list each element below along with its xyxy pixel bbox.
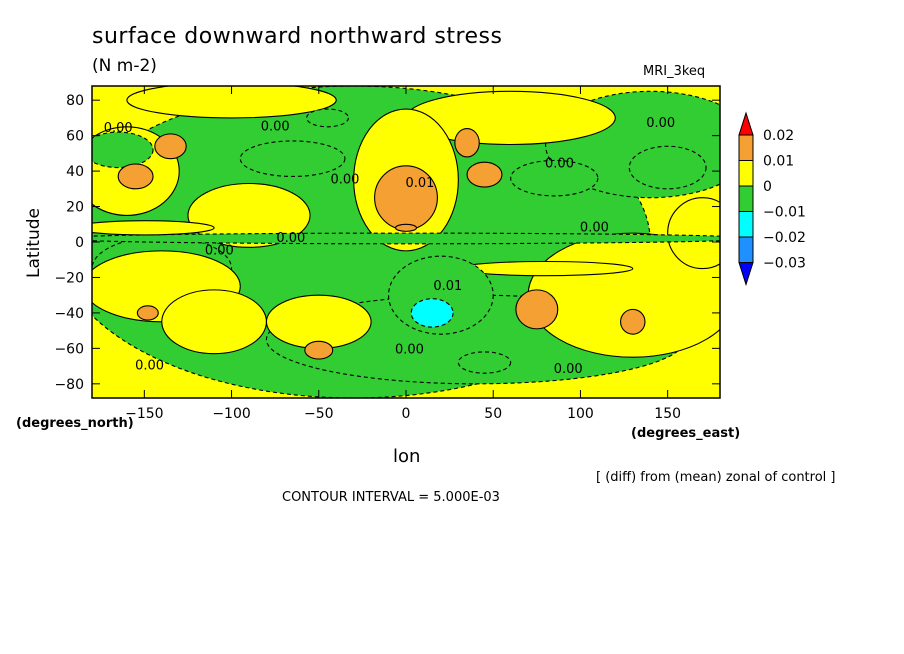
x-axis-label: lon: [393, 446, 421, 467]
model-label: MRI_3keq: [643, 64, 706, 79]
contour-label: 0.00: [330, 173, 359, 188]
colorbar-swatch: [738, 160, 754, 187]
colorbar-swatch: [738, 211, 754, 238]
contour-region-15: [92, 220, 215, 236]
contour-label: 0.01: [433, 279, 462, 294]
colorbar-label: −0.01: [763, 205, 806, 221]
contour-field: [92, 86, 720, 398]
colorbar-label: 0.02: [763, 128, 794, 144]
x-unit-label: (degrees_east): [631, 426, 741, 441]
colorbar-label: 0: [763, 179, 772, 195]
contour-region-25: [154, 133, 187, 160]
diff-note: [ (diff) from (mean) zonal of control ]: [596, 470, 836, 485]
colorbar-label: −0.03: [763, 256, 806, 272]
x-tick-label: 50: [484, 406, 502, 422]
contour-label: 0.00: [580, 220, 609, 235]
y-tick-label: −60: [54, 341, 84, 357]
x-tick-label: 0: [402, 406, 411, 422]
x-tick-label: −150: [125, 406, 163, 422]
y-tick-label: 80: [66, 93, 84, 109]
contour-region-32: [136, 305, 159, 321]
contour-label: 0.00: [104, 121, 133, 136]
contour-interval: CONTOUR INTERVAL = 5.000E-03: [282, 490, 500, 505]
contour-region-14: [92, 232, 720, 245]
y-tick-label: 40: [66, 164, 84, 180]
contour-region-8: [265, 294, 372, 349]
contour-region-16: [457, 260, 634, 277]
contour-region-19: [510, 159, 599, 197]
contour-region-29: [515, 289, 559, 330]
colorbar-swatch: [738, 134, 754, 161]
colorbar-label: 0.01: [763, 154, 794, 170]
colorbar-arrow-bottom: [738, 262, 754, 287]
units-label: (N m-2): [92, 56, 157, 76]
contour-region-17: [92, 131, 154, 169]
colorbar-swatch: [738, 236, 754, 263]
contour-label: 0.00: [646, 116, 675, 131]
x-tick-label: −100: [212, 406, 250, 422]
y-unit-label: (degrees_north): [16, 416, 134, 431]
contour-label: 0.00: [395, 343, 424, 358]
contour-region-34: [394, 223, 418, 232]
y-tick-label: −20: [54, 270, 84, 286]
contour-label: 0.00: [545, 157, 574, 172]
contour-label: 0.00: [135, 359, 164, 374]
colorbar-arrow-top: [738, 111, 754, 136]
x-tick-label: −50: [304, 406, 334, 422]
contour-region-13: [126, 86, 337, 119]
contour-region-20: [628, 145, 707, 190]
colorbar-swatch: [738, 185, 754, 212]
y-tick-label: 60: [66, 129, 84, 145]
y-tick-label: −40: [54, 306, 84, 322]
contour-region-6: [187, 182, 311, 248]
contour-region-30: [620, 308, 646, 335]
contour-region-33: [410, 298, 454, 328]
contour-label: 0.00: [205, 243, 234, 258]
colorbar: 0.02 0.01 0 −0.01 −0.02 −0.03: [738, 111, 806, 287]
contour-region-11: [667, 197, 720, 270]
contour-region-7: [161, 289, 267, 355]
contour-label: 0.00: [276, 231, 305, 246]
y-tick-label: −80: [54, 377, 84, 393]
contour-label: 0.01: [405, 176, 434, 191]
contour-region-23: [457, 351, 512, 374]
contour-region-18: [239, 140, 346, 177]
x-tick-label: 100: [567, 406, 594, 422]
contour-label: 0.00: [554, 362, 583, 377]
chart-title: surface downward northward stress: [92, 24, 503, 49]
y-tick-label: 20: [66, 200, 84, 216]
contour-label: 0.00: [261, 119, 290, 134]
x-tick-label: 150: [654, 406, 681, 422]
contour-region-27: [454, 127, 480, 158]
contour-region-31: [304, 340, 334, 360]
y-tick-label: 0: [75, 235, 84, 251]
contour-region-22: [306, 108, 349, 128]
contour-region-28: [466, 161, 503, 188]
contour-region-24: [117, 163, 154, 190]
colorbar-label: −0.02: [763, 230, 806, 246]
